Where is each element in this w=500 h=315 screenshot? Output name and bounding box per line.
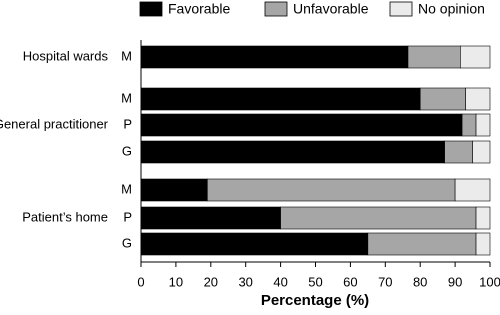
category-label: M (121, 90, 132, 105)
bar-segment (461, 113, 477, 137)
bar-segment (472, 140, 491, 164)
bar-segment (140, 178, 208, 202)
x-tick-label: 50 (308, 274, 322, 289)
legend-swatch (389, 1, 413, 17)
category-label: G (122, 143, 132, 158)
bar-segment (475, 206, 491, 230)
x-axis-label: Percentage (%) (261, 292, 369, 309)
x-tick-label: 90 (448, 274, 462, 289)
x-tick-label: 80 (413, 274, 427, 289)
bar-segment (454, 178, 491, 202)
bar-segment (140, 45, 409, 69)
bar-segment (367, 232, 477, 256)
bar-segment (475, 232, 491, 256)
bar-segment (444, 140, 473, 164)
bar-segment (460, 45, 491, 69)
category-label: G (122, 235, 132, 250)
category-label: P (123, 209, 132, 224)
legend-swatch (139, 1, 163, 17)
x-tick-label: 100 (479, 274, 500, 289)
group-label: General practitioner (0, 116, 109, 131)
legend-label: No opinion (418, 1, 485, 17)
category-label: M (121, 48, 132, 63)
x-tick-label: 40 (273, 274, 287, 289)
legend-label: Favorable (168, 1, 230, 17)
bar-segment (207, 178, 456, 202)
bar-segment (140, 140, 445, 164)
legend-swatch (264, 1, 288, 17)
bar-segment (280, 206, 477, 230)
bar-segment (140, 206, 281, 230)
category-label: P (123, 116, 132, 131)
bar-segment (419, 87, 466, 111)
x-tick-label: 20 (204, 274, 218, 289)
group-label: Hospital wards (23, 48, 109, 63)
bar-segment (407, 45, 461, 69)
bar-segment (475, 113, 491, 137)
x-tick-label: 60 (343, 274, 357, 289)
bar-segment (140, 232, 369, 256)
category-label: M (121, 181, 132, 196)
group-label: Patient’s home (22, 209, 108, 224)
x-tick-label: 70 (378, 274, 392, 289)
bar-segment (140, 87, 421, 111)
bar-segment (465, 87, 491, 111)
x-tick-label: 0 (137, 274, 144, 289)
x-tick-label: 30 (238, 274, 252, 289)
bar-segment (140, 113, 463, 137)
legend-label: Unfavorable (293, 1, 369, 17)
x-tick-label: 10 (169, 274, 183, 289)
